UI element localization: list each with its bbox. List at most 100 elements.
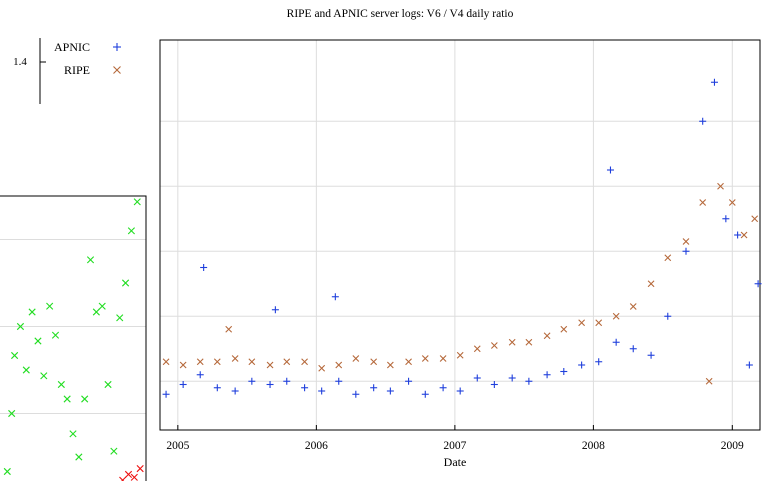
point-apnic-24 [525,377,533,385]
point-ripe-16 [421,355,429,362]
point-ripe-37 [751,215,759,223]
x-axis-label: Date [444,455,467,469]
inset-point-green-22 [127,227,135,235]
point-apnic-35 [699,117,707,125]
point-ripe-29 [647,280,655,288]
point-apnic-30 [612,338,620,346]
point-ripe-21 [508,338,516,346]
point-apnic-29 [606,166,614,174]
point-apnic-3 [200,264,208,271]
point-ripe-33 [705,377,713,385]
point-ripe-22 [525,338,533,346]
inset-point-green-20 [116,314,124,322]
point-apnic-17 [405,377,413,385]
point-ripe-31 [682,238,690,245]
point-apnic-7 [266,381,274,388]
point-ripe-7 [266,361,274,369]
point-ripe-2 [196,358,204,366]
inset-point-green-17 [98,302,106,310]
point-apnic-39 [745,361,753,369]
point-apnic-16 [386,387,394,395]
legend-entry-ripe: RIPE [64,63,121,77]
x-tick-label-0: 2005 [166,440,189,452]
point-ripe-15 [405,358,412,366]
inset-point-green-4 [22,366,30,374]
point-ripe-26 [595,319,603,327]
point-apnic-23 [508,374,516,382]
point-ripe-11 [335,361,343,369]
point-apnic-15 [370,384,378,392]
legend-marker-ripe [113,66,121,74]
point-ripe-30 [664,254,672,262]
point-ripe-36 [740,231,748,239]
point-ripe-20 [490,342,498,349]
inset-chart [0,195,148,481]
inset-chart-background [0,196,148,481]
point-ripe-0 [162,358,170,366]
point-apnic-40 [754,280,762,288]
point-ripe-27 [612,312,620,320]
point-apnic-0 [162,390,170,398]
point-ripe-34 [717,182,724,190]
point-ripe-17 [439,355,447,362]
legend-marker-ripe-glyph [113,66,121,74]
point-apnic-19 [439,384,447,392]
legend-label-ripe: RIPE [64,63,90,77]
point-ripe-6 [248,358,256,366]
point-apnic-37 [722,215,730,223]
x-tick-label-2: 2007 [443,440,466,452]
point-ripe-10 [318,364,326,372]
main-x-ticks: 2005 2006 2007 2008 2009 [166,425,744,452]
point-ripe-3 [213,358,221,366]
point-ripe-28 [629,303,637,310]
inset-point-green-10 [57,380,65,389]
point-apnic-2 [196,371,204,379]
inset-point-green-1 [8,409,16,418]
inset-point-red-1 [124,470,133,478]
point-apnic-20 [456,387,464,395]
legend-marker-apnic-glyph [113,43,121,51]
legend-box [0,38,148,104]
point-ripe-9 [301,358,308,366]
point-apnic-12 [331,293,339,301]
inset-point-green-11 [63,395,71,403]
inset-frame [0,195,147,481]
point-apnic-4 [213,384,221,392]
inset-point-green-21 [121,279,130,287]
inset-point-green-13 [75,453,83,461]
legend-entry-apnic: APNIC [54,40,121,54]
point-apnic-27 [578,361,586,369]
point-apnic-36 [710,78,718,86]
inset-point-green-15 [86,256,95,264]
inset-data-points [3,198,144,481]
point-apnic-8 [271,306,279,314]
inset-point-green-14 [81,395,89,403]
inset-point-green-18 [104,380,112,389]
point-apnic-6 [248,377,256,385]
point-apnic-34 [682,247,690,255]
point-ripe-32 [699,199,707,206]
point-apnic-28 [595,358,603,366]
point-ripe-12 [352,355,360,362]
point-apnic-10 [301,384,309,392]
inset-point-green-0 [3,467,11,476]
inset-point-green-16 [92,308,100,316]
point-ripe-23 [543,332,551,340]
point-apnic-21 [473,374,481,382]
inset-point-green-19 [110,447,118,455]
point-apnic-26 [560,368,568,375]
main-data-points [162,78,762,398]
point-ripe-25 [578,319,586,327]
inset-point-green-5 [28,308,36,316]
point-apnic-11 [318,387,326,395]
point-ripe-19 [473,345,481,353]
x-tick-label-3: 2008 [582,440,605,452]
inset-point-green-8 [46,302,54,310]
inset-point-green-3 [16,322,25,331]
point-apnic-38 [734,231,742,239]
point-apnic-13 [335,377,343,385]
point-ripe-4 [225,325,233,333]
x-tick-label-1: 2006 [305,440,328,452]
chart-title: RIPE and APNIC server logs: V6 / V4 dail… [287,8,514,20]
